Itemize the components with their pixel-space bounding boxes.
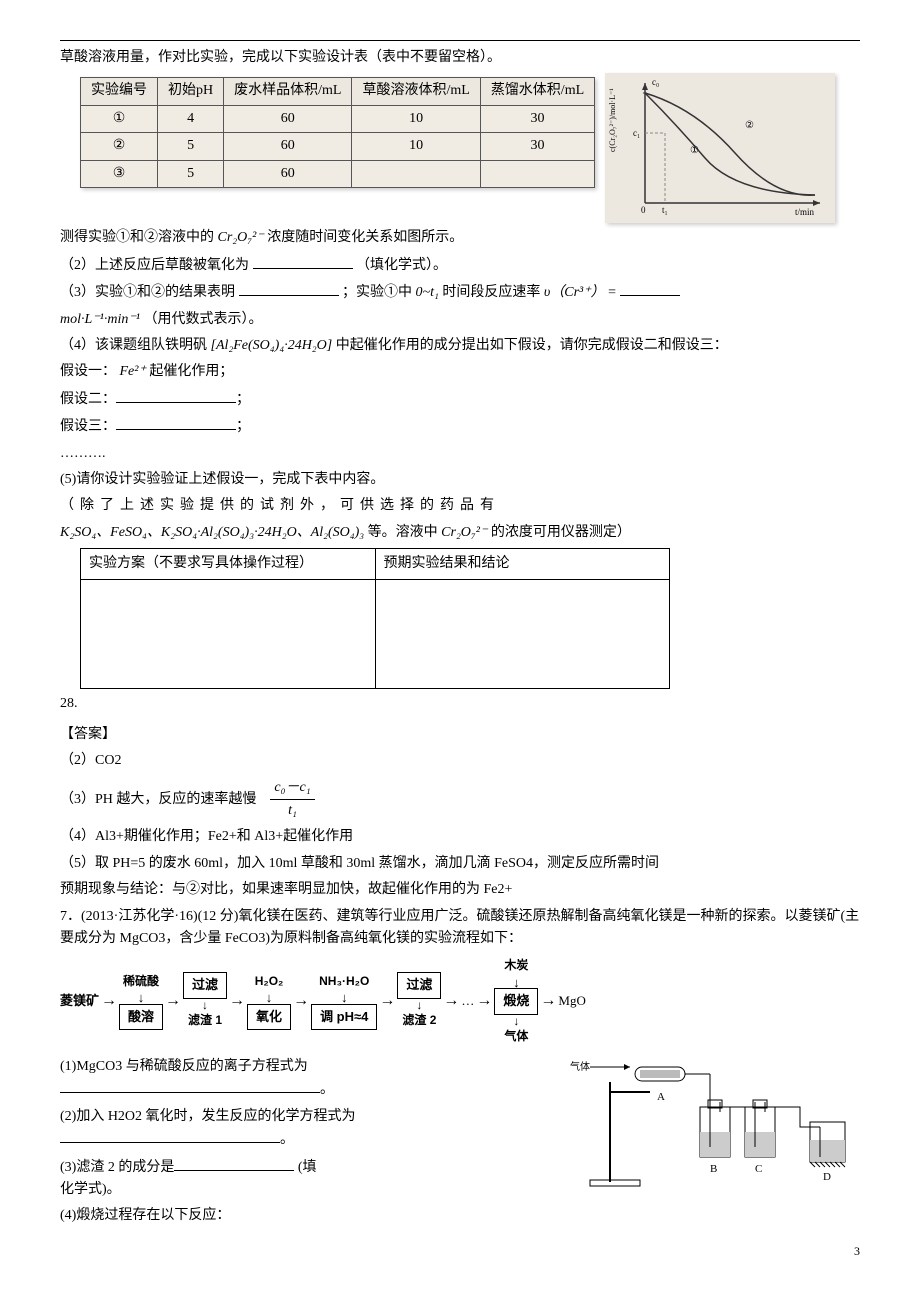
- plan-header-1: 实验方案（不要求写具体操作过程）: [81, 549, 376, 580]
- flow-residue-1: 滤渣 1: [188, 1011, 222, 1030]
- arrow-icon: →: [163, 988, 183, 1014]
- answer-title: 【答案】: [60, 724, 860, 746]
- chart-y-axis-label: c(Cr₂O₇²⁻)/mol·L⁻¹: [608, 88, 617, 152]
- arrow-icon: →: [99, 988, 119, 1014]
- flow-acid-dissolve: 酸溶: [119, 1004, 163, 1031]
- question-7-2: (2)加入 H2O2 氧化时，发生反应的化学方程式为。: [60, 1106, 540, 1152]
- arrow-icon: →: [441, 988, 461, 1014]
- answer-5a: （5）取 PH=5 的废水 60ml，加入 10ml 草酸和 30ml 蒸馏水，…: [60, 853, 860, 875]
- question-3-unit: mol·L⁻¹·min⁻¹ （用代数式表示）。: [60, 309, 860, 331]
- table-row: ②5601030: [81, 133, 595, 160]
- top-rule: [60, 40, 860, 41]
- flow-acid-reagent: 稀硫酸: [123, 972, 159, 991]
- svg-text:气体: 气体: [570, 1060, 590, 1073]
- process-flowchart: 菱镁矿 → 稀硫酸 ↓ 酸溶 → 过滤 ↓滤渣 1 → H₂O₂ ↓ 氧化 → …: [60, 956, 860, 1046]
- question-2: （2）上述反应后草酸被氧化为 （填化学式）。: [60, 254, 860, 277]
- flow-filter-1: 过滤: [183, 972, 227, 999]
- plan-table: 实验方案（不要求写具体操作过程） 预期实验结果和结论: [80, 548, 670, 689]
- page-number: 3: [60, 1242, 860, 1261]
- question-7-1: (1)MgCO3 与稀硫酸反应的离子方程式为。: [60, 1056, 540, 1102]
- question-4: （4）该课题组队铁明矾 [Al₂Fe(SO₄)₄·24H₂O] 中起催化作用的成…: [60, 335, 860, 357]
- flow-nh3-reagent: NH₃·H₂O: [319, 972, 369, 991]
- apparatus-label-c: C: [755, 1163, 762, 1175]
- table-row: ③560: [81, 160, 595, 187]
- ellipsis: ……….: [60, 443, 860, 465]
- answer-3: （3）PH 越大，反应的速率越慢 c₀－c₁ t₁: [60, 777, 860, 823]
- chart-curve-2: [645, 93, 815, 195]
- svg-text:0: 0: [641, 205, 646, 215]
- answer-2: （2）CO2: [60, 750, 860, 772]
- flow-h2o2-reagent: H₂O₂: [255, 972, 284, 991]
- apparatus-label-b: B: [710, 1163, 717, 1175]
- fraction: c₀－c₁ t₁: [270, 777, 314, 823]
- plan-header-2: 预期实验结果和结论: [375, 549, 670, 580]
- flow-calcination: 煅烧: [494, 988, 538, 1015]
- apparatus-label-d: D: [823, 1171, 831, 1183]
- hypothesis-1: 假设一： Fe²⁺ 起催化作用；: [60, 361, 860, 383]
- th-sample-vol: 废水样品体积/mL: [224, 78, 352, 105]
- question-5b: （除了上述实验提供的试剂外，可供选择的药品有: [60, 495, 860, 517]
- th-water-vol: 蒸馏水体积/mL: [480, 78, 594, 105]
- question-3: （3）实验①和②的结果表明 ；实验①中 0~t₁ 时间段反应速率 υ（Cr³⁺）…: [60, 281, 860, 304]
- chart-x-axis-label: t/min: [795, 207, 815, 217]
- flow-adjust-ph: 调 pH≈4: [311, 1004, 377, 1031]
- question-5c: K₂SO₄、FeSO₄、K₂SO₄·Al₂(SO₄)₃·24H₂O、Al₂(SO…: [60, 522, 860, 544]
- question-number: 28.: [60, 693, 860, 715]
- hypothesis-3: 假设三：；: [60, 415, 860, 438]
- arrow-icon: →: [538, 988, 558, 1014]
- chart-curve1-label: ①: [690, 145, 699, 156]
- flow-oxidize: 氧化: [247, 1004, 291, 1031]
- answer-4: （4）Al3+期催化作用；Fe2+和 Al3+起催化作用: [60, 826, 860, 848]
- plan-cell: [375, 580, 670, 689]
- table-header-row: 实验编号 初始pH 废水样品体积/mL 草酸溶液体积/mL 蒸馏水体积/mL: [81, 78, 595, 105]
- question-7-4: (4)煅烧过程存在以下反应：: [60, 1205, 540, 1227]
- intro-text: 草酸溶液用量，作对比实验，完成以下实验设计表（表中不要留空格）。: [60, 47, 860, 69]
- chart-curve2-label: ②: [745, 120, 754, 131]
- flow-charcoal: 木炭: [504, 956, 528, 975]
- flow-raw: 菱镁矿: [60, 991, 99, 1012]
- chart-curve-1: [645, 93, 815, 195]
- plan-cell: [81, 580, 376, 689]
- flow-filter-2: 过滤: [397, 972, 441, 999]
- th-oxalic-vol: 草酸溶液体积/mL: [352, 78, 480, 105]
- th-exp-no: 实验编号: [81, 78, 158, 105]
- question-7-intro: 7．(2013·江苏化学·16)(12 分)氧化镁在医药、建筑等行业应用广泛。硫…: [60, 906, 860, 951]
- chart-t1-label: t₁: [662, 205, 668, 215]
- hypothesis-2: 假设二：；: [60, 388, 860, 411]
- flow-gas: 气体: [504, 1027, 528, 1046]
- arrow-icon: →: [474, 988, 494, 1014]
- chart-c1-label: c₁: [633, 128, 640, 138]
- flow-mgo: MgO: [558, 991, 585, 1012]
- question-5a: (5)请你设计实验验证上述假设一，完成下表中内容。: [60, 469, 860, 491]
- flow-dots: …: [461, 991, 474, 1012]
- arrow-icon: →: [291, 988, 311, 1014]
- arrow-icon: →: [227, 988, 247, 1014]
- apparatus-diagram: 气体 A B: [560, 1052, 860, 1202]
- answer-5b: 预期现象与结论：与②对比，如果速率明显加快，故起催化作用的为 Fe2+: [60, 879, 860, 901]
- chart-c0-label: c₀: [652, 77, 659, 87]
- apparatus-label-a: A: [657, 1091, 665, 1103]
- flow-residue-2: 滤渣 2: [402, 1011, 436, 1030]
- arrow-icon: →: [377, 988, 397, 1014]
- cr2o7-formula: Cr₂O₇²⁻: [218, 230, 264, 245]
- th-ph: 初始pH: [158, 78, 224, 105]
- experiment-table: 实验编号 初始pH 废水样品体积/mL 草酸溶液体积/mL 蒸馏水体积/mL ①…: [80, 77, 595, 188]
- question-7-3: (3)滤渣 2 的成分是 (填 化学式)。: [60, 1156, 540, 1202]
- measurement-text: 测得实验①和②溶液中的 Cr₂O₇²⁻ 浓度随时间变化关系如图所示。: [60, 227, 860, 249]
- table-row: ①4601030: [81, 105, 595, 132]
- concentration-chart: c₀ c₁ t₁ 0 ① ② c(Cr₂O₇²⁻)/mol·L⁻¹ t/min: [605, 73, 835, 223]
